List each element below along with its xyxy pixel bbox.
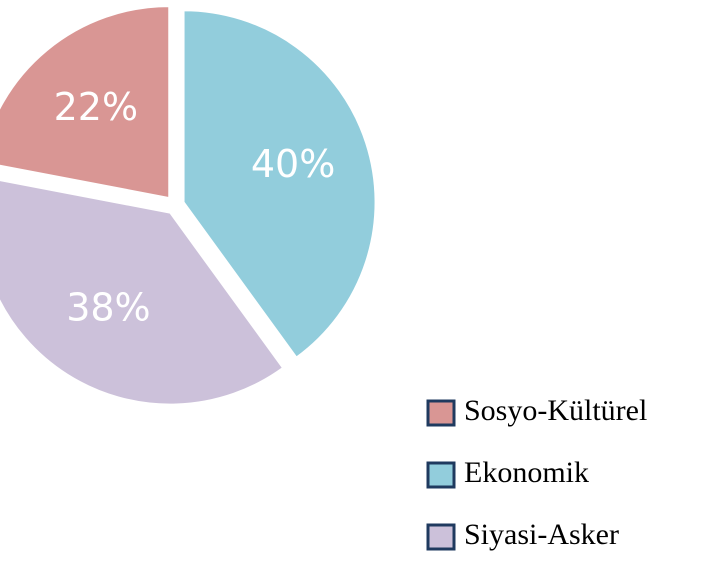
legend-label: Siyasi-Asker <box>464 518 619 551</box>
slice-label: 22% <box>54 85 138 129</box>
legend-swatch <box>426 461 456 489</box>
pie-slice <box>0 179 285 406</box>
legend-label: Ekonomik <box>464 456 589 489</box>
pie-slice <box>182 9 377 359</box>
slice-label: 38% <box>66 285 150 329</box>
legend-swatch <box>426 399 456 427</box>
legend-swatch <box>426 523 456 551</box>
pie-slice <box>0 5 171 200</box>
legend-label: Sosyo-Kültürel <box>464 394 647 427</box>
slice-label: 40% <box>251 142 335 186</box>
